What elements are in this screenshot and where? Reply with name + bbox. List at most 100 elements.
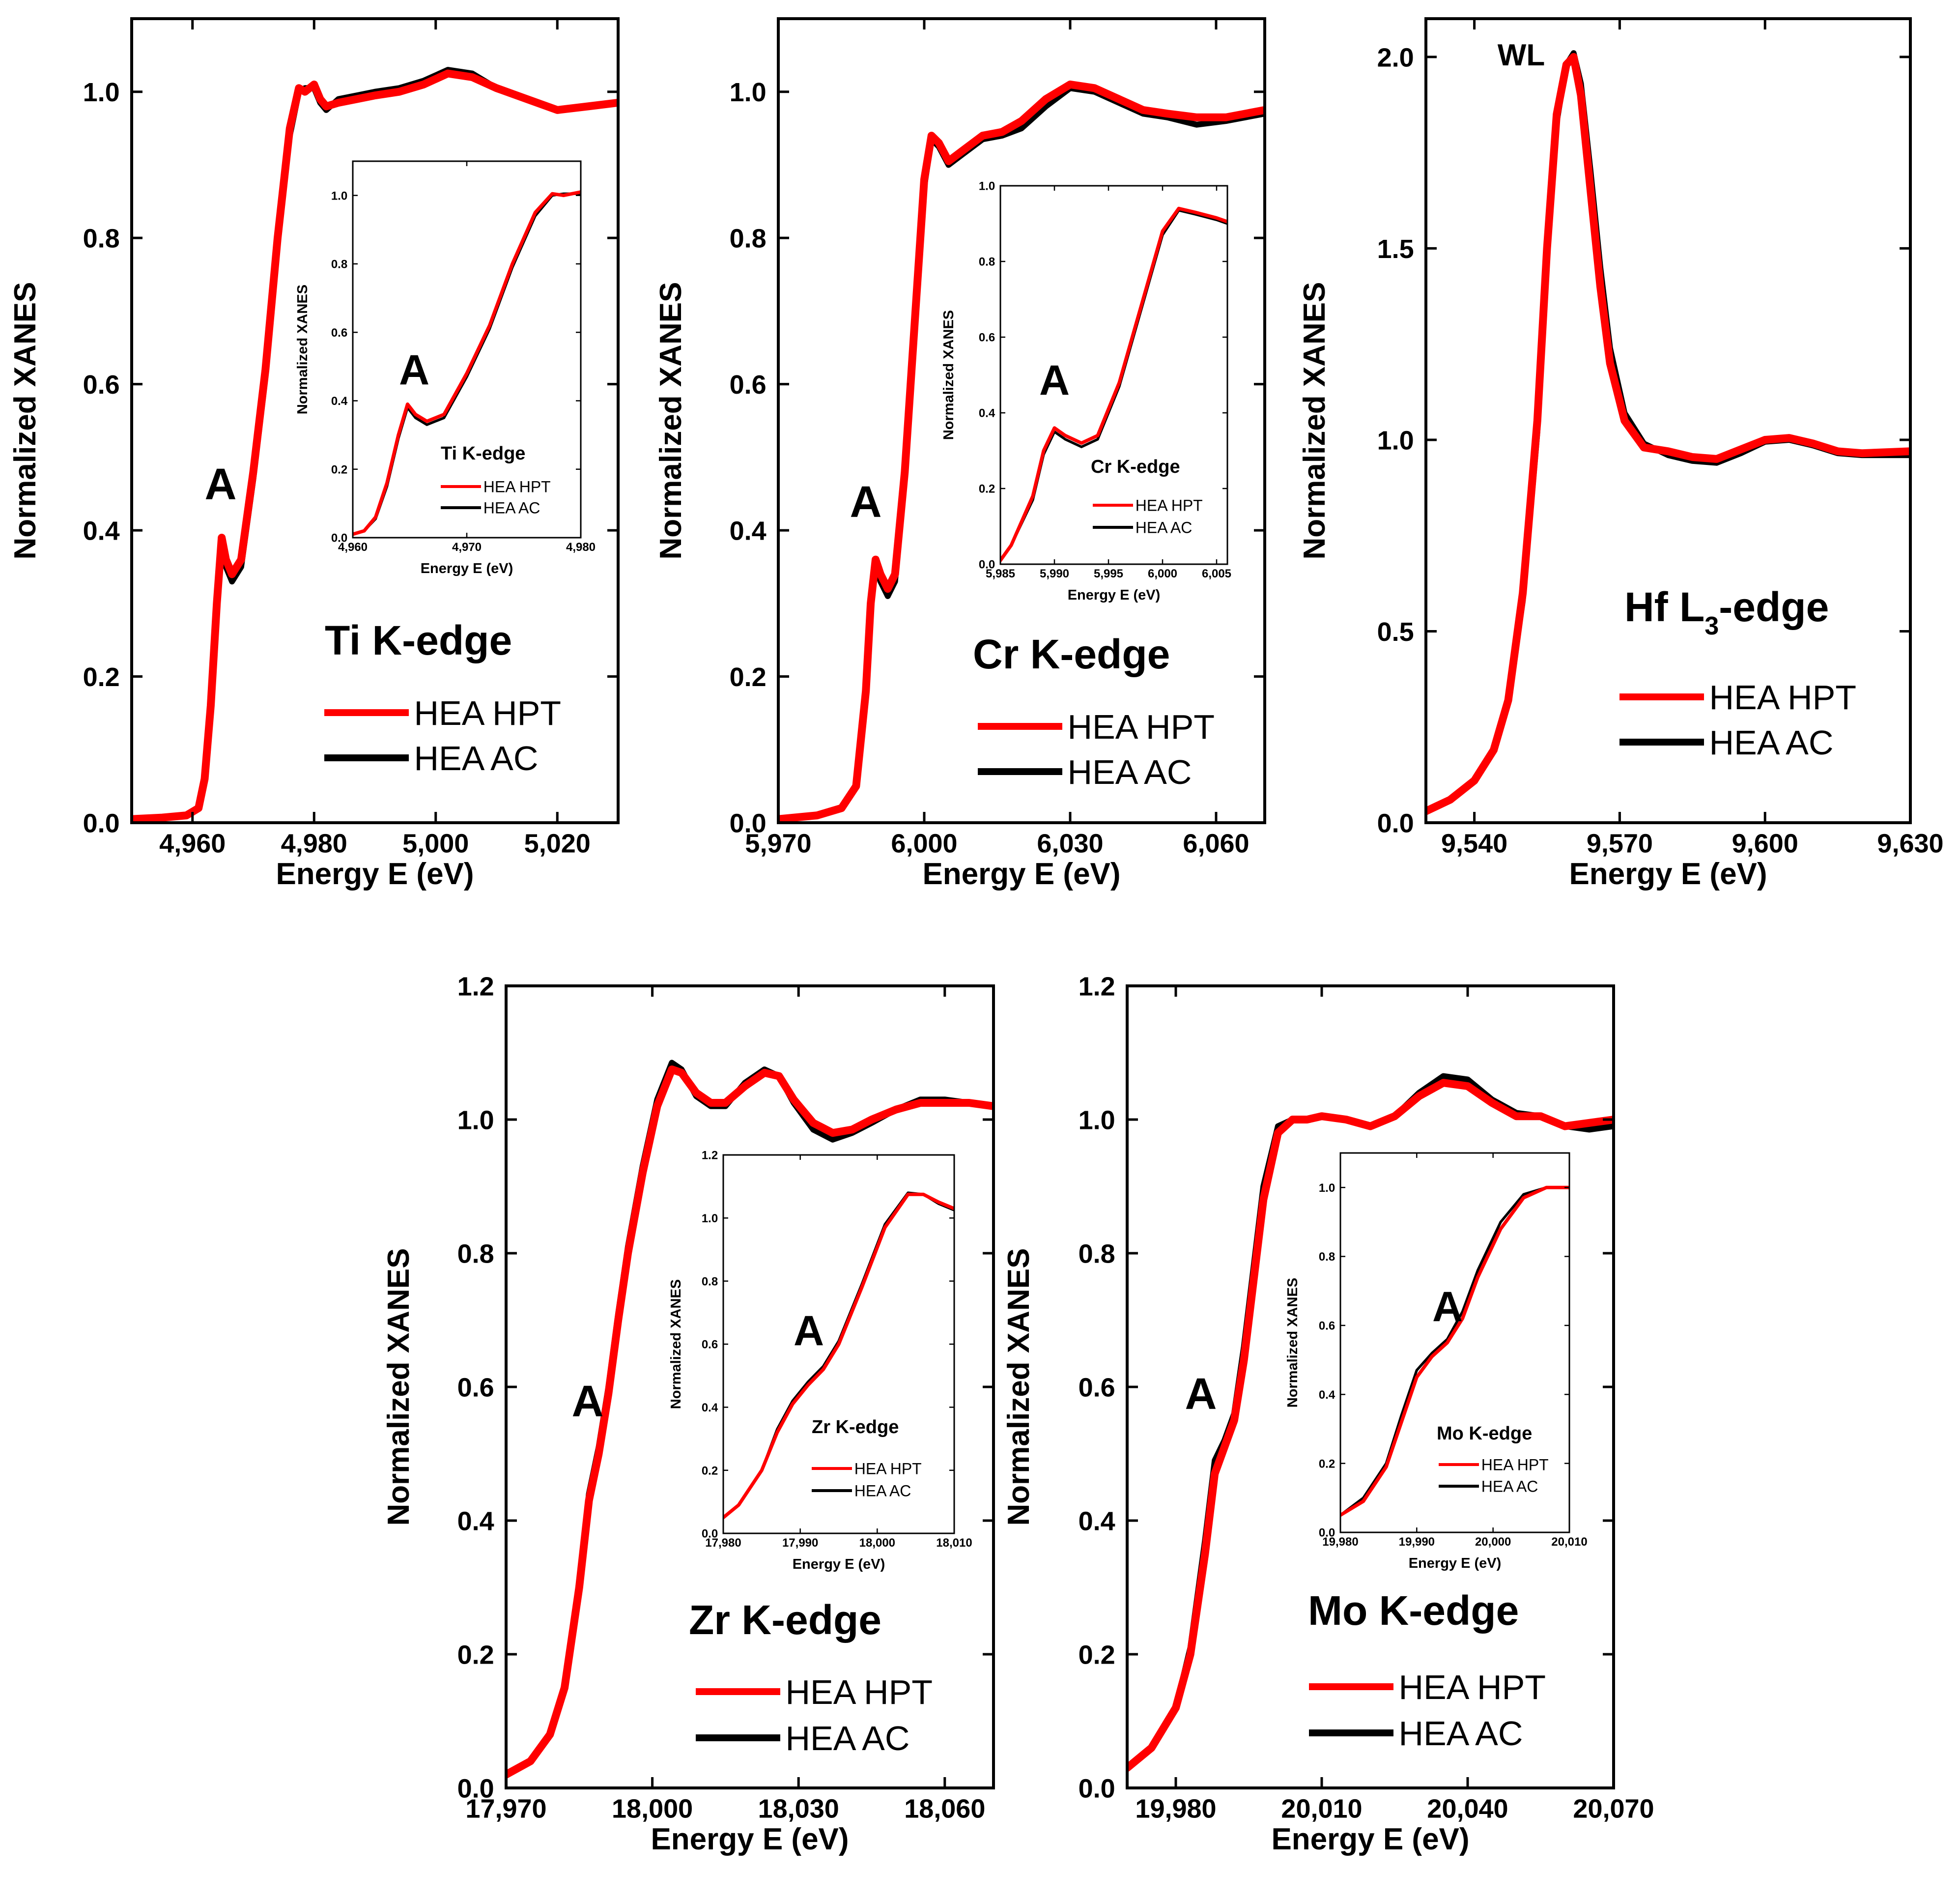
legend-entry-hea-ac-label: HEA AC — [1399, 1714, 1523, 1753]
peak-annotation: A — [205, 460, 237, 509]
y-tick-label: 0.2 — [702, 1464, 718, 1477]
y-axis-label: Normalized XANES — [941, 310, 957, 440]
legend-entry-hea-hpt-label: HEA HPT — [1399, 1668, 1546, 1706]
legend-entry-hea-hpt-label: HEA HPT — [854, 1460, 922, 1478]
series-line-hea-hpt — [1000, 206, 1227, 562]
chart-zr-inset: 17,980 17,990 18,000 18,010 0.0 0.2 0.4 0.6 0.8 1… — [668, 1149, 972, 1572]
peak-annotation: A — [794, 1307, 824, 1354]
y-tick-label: 0.0 — [702, 1527, 718, 1541]
legend-entry-hea-hpt-label: HEA HPT — [1481, 1456, 1549, 1474]
edge-label: Zr K-edge — [689, 1597, 881, 1643]
y-tick-label: 0.2 — [83, 662, 120, 692]
chart-mo: 19,980 20,010 20,040 20,0700.00.20.40.60.81… — [1002, 972, 1654, 1856]
y-tick-label: 1.0 — [83, 78, 120, 107]
legend-entry-hea-hpt-label: HEA HPT — [1709, 678, 1857, 717]
x-tick-label: 20,010 — [1281, 1794, 1362, 1823]
x-tick-label: 4,970 — [452, 541, 482, 554]
y-axis-label: Normalized XANES — [1285, 1278, 1301, 1408]
chart-cr: 5,970 6,000 6,030 6,060 0.0 0.2 0.4 0.6 0.8 1.0 En… — [654, 17, 1266, 891]
peak-annotation: WL — [1498, 38, 1545, 72]
x-tick-label: 6,060 — [1183, 829, 1249, 858]
edge-label: Cr K-edge — [1091, 457, 1180, 477]
x-axis-label: Energy E (eV) — [922, 857, 1120, 891]
x-tick-label: 6,000 — [1148, 567, 1177, 580]
peak-annotation: A — [1432, 1283, 1463, 1330]
y-tick-label: 0.2 — [331, 463, 347, 476]
x-tick-label: 4,960 — [159, 829, 226, 858]
legend-entry-hea-hpt-label: HEA HPT — [414, 694, 562, 732]
y-tick-label: 0.5 — [1377, 617, 1414, 647]
plot-frame — [1424, 17, 1912, 824]
y-tick-label: 0.0 — [457, 1774, 494, 1803]
y-tick-label: 0.0 — [83, 808, 120, 838]
y-tick-label: 0.4 — [331, 395, 348, 408]
x-tick-label: 18,060 — [904, 1794, 985, 1823]
y-tick-label: 0.8 — [702, 1275, 718, 1288]
y-axis-label: Normalized XANES — [668, 1279, 684, 1409]
chart-zr: 17,970 18,000 18,030 18,0600.00.20.40.60.81… — [382, 972, 995, 1856]
x-tick-label: 4,980 — [281, 829, 347, 858]
x-axis-label: Energy E (eV) — [421, 561, 513, 576]
series-line-hea-hpt — [132, 69, 618, 823]
y-tick-label: 0.0 — [331, 532, 347, 545]
plot-frame — [130, 17, 620, 824]
y-tick-label: 0.0 — [979, 558, 995, 572]
y-tick-label: 0.4 — [1079, 1506, 1115, 1536]
legend-entry-hea-hpt-label: HEA HPT — [483, 478, 551, 496]
y-tick-label: 0.4 — [702, 1401, 718, 1414]
x-tick-label: 17,990 — [782, 1536, 818, 1550]
y-axis-label: Normalized XANES — [1298, 282, 1332, 559]
x-axis-label: Energy E (eV) — [1271, 1822, 1469, 1856]
x-tick-label: 19,990 — [1399, 1535, 1435, 1549]
chart-mo-inset: 19,980 19,990 20,000 20,010 0.0 0.2 0.4 0.6 0.8 1… — [1285, 1152, 1588, 1571]
y-tick-label: 0.8 — [83, 224, 120, 254]
legend-entry-hea-ac-label: HEA AC — [854, 1482, 911, 1500]
x-tick-label: 18,030 — [758, 1794, 839, 1823]
x-tick-label: 17,970 — [465, 1794, 546, 1823]
y-tick-label: 0.6 — [457, 1373, 494, 1402]
y-tick-label: 1.5 — [1377, 234, 1414, 264]
y-tick-label: 0.8 — [979, 256, 995, 269]
x-tick-label: 5,020 — [524, 829, 591, 858]
peak-annotation: A — [399, 346, 429, 394]
x-axis-label: Energy E (eV) — [276, 857, 474, 891]
x-tick-label: 20,040 — [1427, 1794, 1508, 1823]
y-tick-label: 1.0 — [702, 1212, 718, 1225]
x-axis-label: Energy E (eV) — [1068, 587, 1161, 603]
series-line-hea-hpt — [778, 80, 1265, 823]
y-tick-label: 0.0 — [1079, 1774, 1115, 1803]
y-tick-label: 1.0 — [331, 189, 347, 202]
x-tick-label: 9,600 — [1732, 829, 1798, 858]
legend-entry-hea-ac-label: HEA AC — [786, 1719, 910, 1757]
y-tick-label: 1.0 — [979, 180, 995, 193]
edge-label: Mo K-edge — [1308, 1587, 1519, 1634]
y-axis-label: Normalized XANES — [295, 285, 311, 414]
x-tick-label: 20,010 — [1551, 1535, 1587, 1549]
x-tick-label: 17,980 — [705, 1536, 741, 1550]
y-tick-label: 0.8 — [331, 258, 347, 271]
plot-frame — [999, 185, 1228, 565]
y-tick-label: 0.2 — [457, 1640, 494, 1670]
y-tick-label: 0.6 — [702, 1338, 718, 1352]
y-axis-label: Normalized XANES — [1002, 1248, 1036, 1526]
inset-background — [1340, 1153, 1569, 1532]
legend-entry-hea-hpt-label: HEA HPT — [1136, 497, 1203, 515]
y-tick-label: 0.0 — [1319, 1526, 1335, 1540]
x-tick-label: 9,570 — [1587, 829, 1653, 858]
legend-entry-hea-hpt-label: HEA HPT — [1068, 708, 1215, 746]
y-tick-label: 0.2 — [979, 483, 995, 496]
legend-entry-hea-ac-label: HEA AC — [1481, 1478, 1538, 1496]
x-tick-label: 20,070 — [1573, 1794, 1654, 1823]
x-tick-label: 6,000 — [891, 829, 957, 858]
x-tick-label: 6,030 — [1037, 829, 1103, 858]
x-axis-label: Energy E (eV) — [651, 1822, 849, 1856]
y-tick-label: 0.8 — [1079, 1239, 1115, 1268]
y-tick-label: 0.4 — [1319, 1388, 1335, 1402]
x-tick-label: 4,960 — [338, 541, 368, 554]
x-tick-label: 18,010 — [936, 1536, 972, 1550]
legend-entry-hea-ac-label: HEA AC — [483, 499, 540, 517]
y-axis-label: Normalized XANES — [654, 282, 688, 559]
x-axis-label: Energy E (eV) — [1569, 857, 1767, 891]
